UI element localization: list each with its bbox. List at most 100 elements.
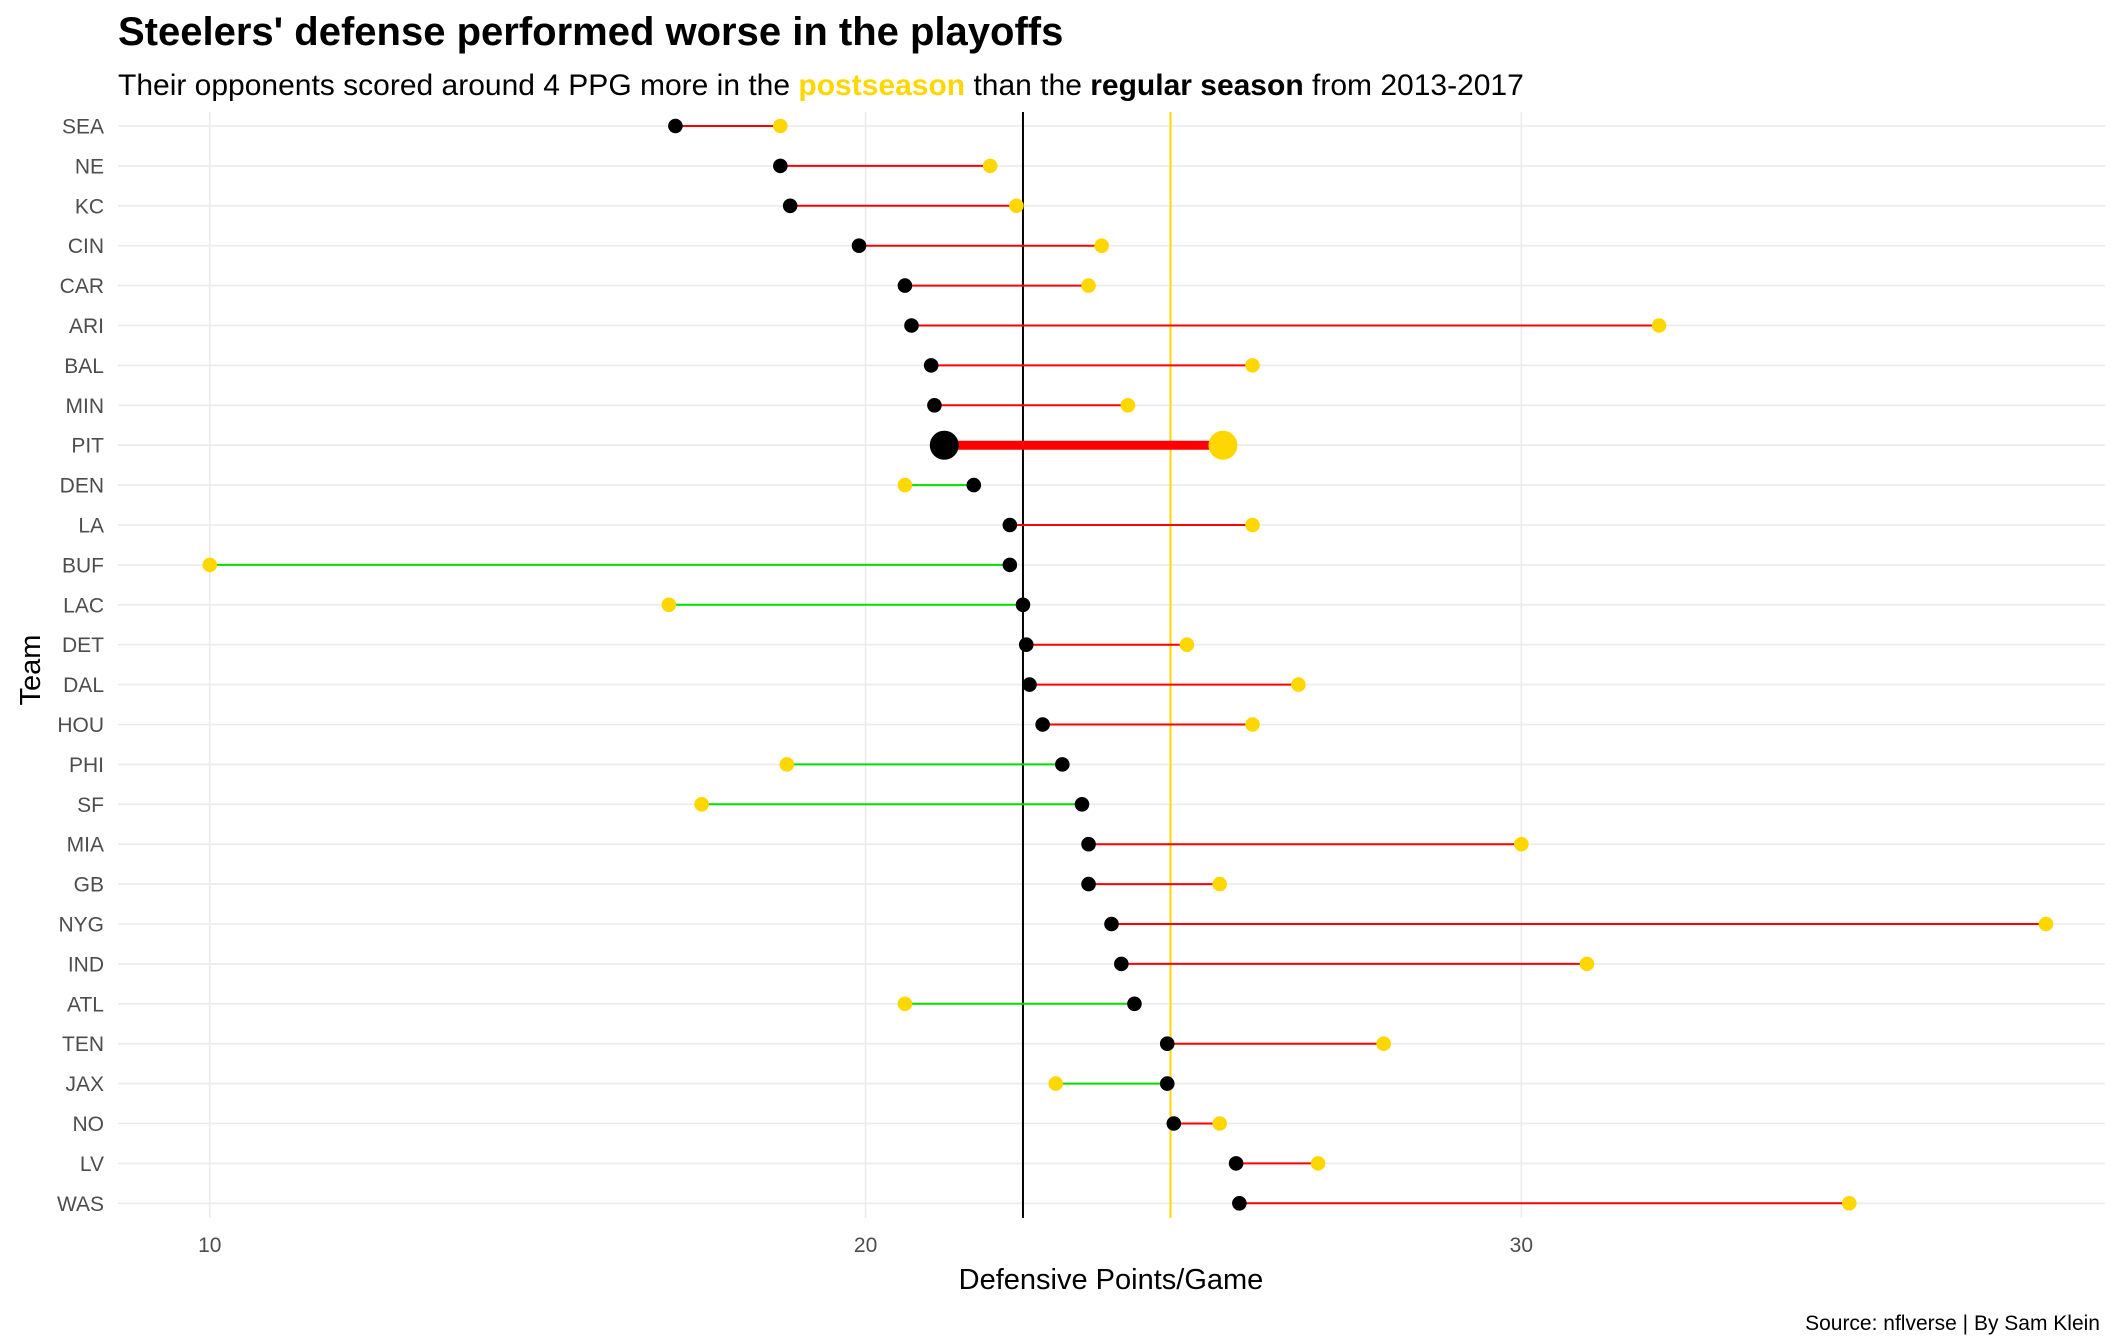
y-tick-label: HOU — [57, 714, 104, 737]
regular-point-dal — [1022, 677, 1037, 692]
x-tick-label: 30 — [1510, 1234, 1533, 1257]
regular-point-car — [897, 278, 913, 293]
subtitle-regular-season: regular season — [1090, 69, 1303, 102]
postseason-point-dal — [1291, 677, 1306, 692]
y-tick-label: KC — [75, 195, 104, 218]
y-tick-label: PIT — [71, 435, 104, 458]
regular-point-gb — [1081, 876, 1096, 892]
y-tick-label: MIA — [67, 834, 104, 857]
regular-point-sf — [1074, 797, 1090, 812]
y-tick-label: DET — [62, 634, 104, 657]
y-tick-label: SF — [77, 794, 104, 817]
y-tick-label: LAC — [63, 594, 104, 617]
reference-lines — [1021, 112, 1172, 1218]
regular-point-ten — [1159, 1036, 1175, 1051]
postseason-point-bal — [1245, 358, 1260, 373]
postseason-point-den — [897, 477, 913, 493]
y-tick-label: WAS — [57, 1193, 104, 1216]
postseason-point-car — [1081, 278, 1096, 293]
postseason-point-det — [1179, 637, 1195, 652]
y-tick-label: ARI — [69, 315, 104, 338]
y-axis-title: Team — [15, 635, 47, 706]
y-tick-label: GB — [74, 874, 104, 897]
y-tick-label: DAL — [63, 674, 104, 697]
regular-point-den — [966, 477, 982, 493]
postseason-point-was — [1841, 1196, 1857, 1211]
postseason-point-no — [1212, 1116, 1228, 1131]
y-tick-label: BAL — [64, 355, 104, 378]
regular-point-phi — [1055, 757, 1070, 772]
subtitle-part-1: Their opponents scored around 4 PPG more… — [118, 69, 798, 102]
regular-point-ari — [904, 318, 919, 333]
postseason-point-nyg — [2038, 916, 2054, 932]
regular-point-lac — [1015, 597, 1031, 613]
points — [202, 118, 2054, 1211]
postseason-point-hou — [1245, 717, 1260, 732]
segments — [209, 125, 2046, 1205]
y-tick-label: CIN — [68, 235, 104, 258]
y-tick-label: SEA — [62, 116, 104, 139]
regular-point-ind — [1114, 956, 1129, 972]
regular-point-cin — [851, 238, 867, 253]
y-tick-label: ATL — [67, 993, 104, 1016]
postseason-point-ten — [1376, 1036, 1391, 1051]
chart-caption: Source: nflverse | By Sam Klein — [1805, 1312, 2100, 1335]
y-tick-label: JAX — [65, 1073, 104, 1096]
y-tick-label: NYG — [58, 914, 104, 937]
x-axis-title: Defensive Points/Game — [959, 1264, 1264, 1296]
y-tick-labels: SEA NE KC CIN CAR ARI BAL MIN PIT DEN LA BUF LAC DET D… — [57, 116, 104, 1216]
regular-point-sea — [668, 118, 683, 134]
postseason-point-jax — [1048, 1076, 1064, 1091]
postseason-point-pit — [1208, 430, 1238, 460]
regular-point-hou — [1035, 717, 1050, 732]
postseason-point-phi — [779, 757, 795, 772]
y-tick-label: MIN — [66, 395, 105, 418]
regular-point-pit — [929, 430, 959, 460]
y-tick-label: PHI — [69, 754, 104, 777]
postseason-point-ind — [1579, 956, 1595, 972]
regular-point-was — [1232, 1196, 1247, 1211]
subtitle-part-3: from 2013-2017 — [1304, 69, 1524, 102]
x-tick-label: 20 — [854, 1234, 877, 1257]
postseason-point-ne — [982, 158, 998, 174]
y-tick-label: NO — [73, 1113, 105, 1136]
regular-point-bal — [923, 358, 939, 373]
postseason-point-mia — [1514, 836, 1529, 852]
regular-point-mia — [1081, 836, 1096, 852]
chart-subtitle: Their opponents scored around 4 PPG more… — [118, 69, 1524, 102]
postseason-point-sea — [773, 118, 788, 134]
regular-point-det — [1018, 637, 1034, 652]
subtitle-postseason: postseason — [798, 69, 965, 102]
regular-point-kc — [782, 198, 798, 214]
postseason-point-kc — [1009, 198, 1024, 214]
y-tick-label: NE — [75, 155, 104, 178]
postseason-point-atl — [897, 996, 913, 1012]
postseason-point-lac — [661, 597, 677, 613]
postseason-point-gb — [1212, 876, 1228, 892]
postseason-point-ari — [1651, 318, 1667, 333]
regular-point-no — [1166, 1116, 1182, 1131]
regular-point-min — [927, 398, 942, 413]
regular-point-atl — [1127, 996, 1142, 1012]
x-tick-label: 10 — [198, 1234, 221, 1257]
regular-point-lv — [1228, 1156, 1244, 1171]
y-tick-label: DEN — [60, 475, 104, 498]
y-tick-label: CAR — [60, 275, 104, 298]
postseason-point-la — [1245, 517, 1260, 533]
chart-title: Steelers' defense performed worse in the… — [118, 10, 1063, 54]
regular-point-ne — [773, 158, 788, 174]
regular-point-la — [1002, 517, 1018, 533]
postseason-point-cin — [1094, 238, 1109, 253]
postseason-point-sf — [694, 797, 709, 812]
y-tick-label: LV — [80, 1153, 104, 1176]
grid-layer — [118, 112, 2105, 1218]
x-tick-labels: 10 20 30 — [198, 1234, 1533, 1257]
postseason-point-lv — [1310, 1156, 1326, 1171]
regular-point-nyg — [1104, 916, 1119, 932]
subtitle-part-2: than the — [965, 69, 1090, 102]
regular-point-buf — [1002, 557, 1018, 573]
y-tick-label: IND — [68, 953, 104, 976]
postseason-point-min — [1120, 398, 1136, 413]
y-tick-label: LA — [78, 515, 104, 538]
